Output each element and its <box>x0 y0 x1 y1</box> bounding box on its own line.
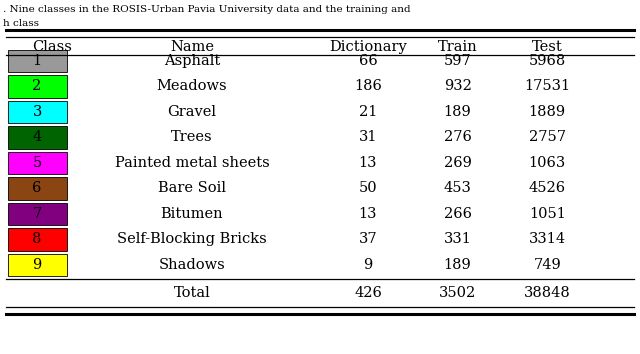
Text: 266: 266 <box>444 207 472 221</box>
Text: 37: 37 <box>358 232 378 246</box>
Bar <box>8 152 67 174</box>
Text: 4526: 4526 <box>529 181 566 195</box>
Text: 1: 1 <box>33 54 42 68</box>
Text: . Nine classes in the ROSIS-Urban Pavia University data and the training and: . Nine classes in the ROSIS-Urban Pavia … <box>3 5 411 14</box>
Text: Meadows: Meadows <box>157 79 227 93</box>
Text: Class: Class <box>33 40 72 54</box>
Text: 50: 50 <box>358 181 378 195</box>
Text: 3502: 3502 <box>439 286 476 300</box>
Text: 38848: 38848 <box>524 286 571 300</box>
Text: 331: 331 <box>444 232 472 246</box>
Text: 932: 932 <box>444 79 472 93</box>
Text: Asphalt: Asphalt <box>164 54 220 68</box>
Text: 1889: 1889 <box>529 105 566 119</box>
Text: 21: 21 <box>359 105 377 119</box>
Text: 4: 4 <box>33 130 42 144</box>
Text: 2757: 2757 <box>529 130 566 144</box>
Text: Total: Total <box>173 286 211 300</box>
Bar <box>8 202 67 225</box>
Text: 1051: 1051 <box>529 207 566 221</box>
Text: Bitumen: Bitumen <box>161 207 223 221</box>
Text: 13: 13 <box>359 156 377 170</box>
Text: 749: 749 <box>533 258 561 272</box>
Bar <box>8 126 67 149</box>
Text: Shadows: Shadows <box>159 258 225 272</box>
Text: 9: 9 <box>364 258 372 272</box>
Text: 186: 186 <box>354 79 382 93</box>
Text: 17531: 17531 <box>524 79 570 93</box>
Bar <box>8 50 67 72</box>
Text: 276: 276 <box>444 130 472 144</box>
Text: 31: 31 <box>359 130 377 144</box>
Text: 3314: 3314 <box>529 232 566 246</box>
Text: 426: 426 <box>354 286 382 300</box>
Text: Dictionary: Dictionary <box>329 40 407 54</box>
Text: 7: 7 <box>33 207 42 221</box>
Text: 189: 189 <box>444 105 472 119</box>
Text: 9: 9 <box>33 258 42 272</box>
Text: Gravel: Gravel <box>168 105 216 119</box>
Text: 269: 269 <box>444 156 472 170</box>
Text: 189: 189 <box>444 258 472 272</box>
Bar <box>8 101 67 123</box>
Text: 5968: 5968 <box>529 54 566 68</box>
Text: Bare Soil: Bare Soil <box>158 181 226 195</box>
Text: 2: 2 <box>33 79 42 93</box>
Text: Name: Name <box>170 40 214 54</box>
Text: 6: 6 <box>33 181 42 195</box>
Text: 13: 13 <box>359 207 377 221</box>
Bar <box>8 228 67 251</box>
Bar <box>8 253 67 276</box>
Text: 453: 453 <box>444 181 472 195</box>
Text: h class: h class <box>3 19 39 28</box>
Text: Painted metal sheets: Painted metal sheets <box>115 156 269 170</box>
Text: Trees: Trees <box>171 130 213 144</box>
Text: 5: 5 <box>33 156 42 170</box>
Text: Test: Test <box>532 40 563 54</box>
Text: 8: 8 <box>33 232 42 246</box>
Text: Train: Train <box>438 40 477 54</box>
Text: 3: 3 <box>33 105 42 119</box>
Text: 597: 597 <box>444 54 472 68</box>
Text: Self-Blocking Bricks: Self-Blocking Bricks <box>117 232 267 246</box>
Bar <box>8 75 67 98</box>
Text: 66: 66 <box>358 54 378 68</box>
Bar <box>8 177 67 200</box>
Text: 1063: 1063 <box>529 156 566 170</box>
